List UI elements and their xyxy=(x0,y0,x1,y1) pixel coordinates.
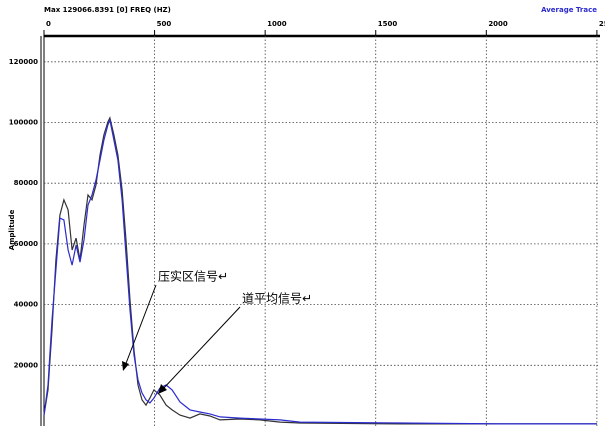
annotation: 道平均信号↵ xyxy=(242,292,312,306)
arrow-head xyxy=(158,384,167,394)
x-tick-label: 2000 xyxy=(488,20,508,28)
y-tick-label: 40000 xyxy=(14,301,38,309)
y-tick-label: 80000 xyxy=(14,179,38,187)
x-tick-label: 1000 xyxy=(267,20,287,28)
annotation-arrow xyxy=(161,306,241,391)
y-tick-label: 100000 xyxy=(9,118,38,126)
series-line xyxy=(43,116,597,425)
header: Max 129066.8391 [0] FREQ (HZ) xyxy=(44,6,171,14)
y-tick-label: 120000 xyxy=(9,58,38,66)
annotation: 压实区信号↵ xyxy=(158,269,228,284)
x-tick-label: 500 xyxy=(157,20,172,28)
arrow-head xyxy=(122,361,129,371)
y-tick-label: 20000 xyxy=(14,361,38,369)
x-tick-label: 0 xyxy=(46,20,51,28)
x-tick-label: 1500 xyxy=(378,20,398,28)
legend-label: Average Trace xyxy=(541,6,597,14)
series-line xyxy=(43,118,597,425)
y-axis-label: Amplitude xyxy=(8,209,16,250)
annotation-arrow xyxy=(124,284,157,367)
x-tick-label: 25 xyxy=(599,20,605,28)
y-tick-label: 60000 xyxy=(14,240,38,248)
